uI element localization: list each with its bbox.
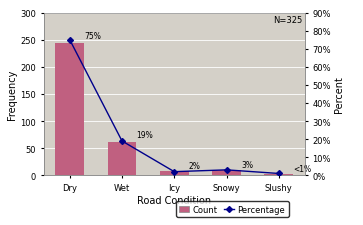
- Text: 3%: 3%: [241, 160, 253, 169]
- Legend: Count, Percentage: Count, Percentage: [176, 201, 289, 217]
- Bar: [55, 44, 84, 176]
- Bar: [264, 174, 293, 176]
- Y-axis label: Percent: Percent: [334, 76, 344, 113]
- Text: 75%: 75%: [84, 32, 101, 40]
- Bar: [160, 172, 189, 176]
- Bar: [212, 170, 241, 176]
- Bar: [107, 142, 136, 176]
- Text: <1%: <1%: [293, 164, 311, 173]
- Text: 19%: 19%: [136, 131, 153, 140]
- X-axis label: Road Condition: Road Condition: [137, 195, 211, 205]
- Text: N=325: N=325: [273, 16, 302, 25]
- Text: 2%: 2%: [189, 162, 201, 171]
- Y-axis label: Frequency: Frequency: [7, 70, 17, 119]
